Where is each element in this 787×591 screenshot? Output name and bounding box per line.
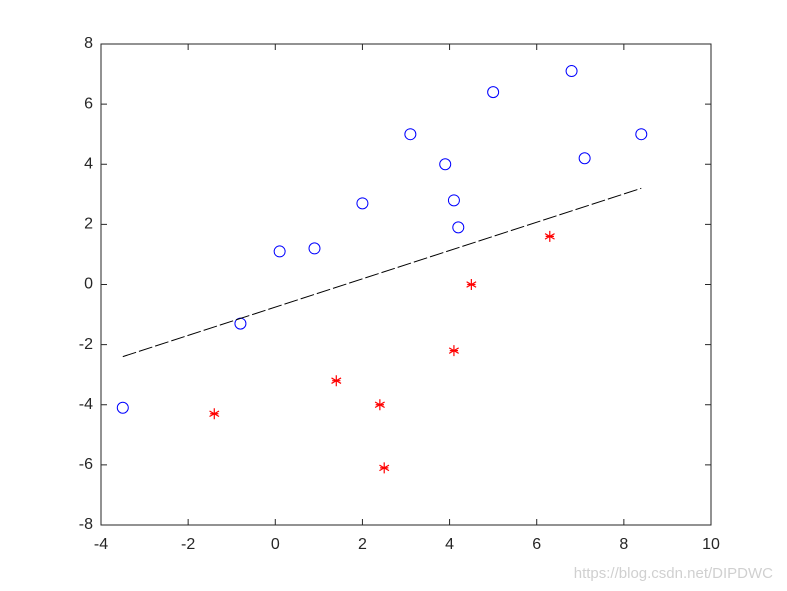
- circle-marker: [447, 194, 460, 207]
- x-tick-label: 6: [532, 536, 541, 553]
- circle-marker: [404, 128, 417, 141]
- y-tick-label: -6: [79, 456, 93, 473]
- x-tick-label: 4: [445, 536, 454, 553]
- circle-marker: [356, 197, 369, 210]
- plot-box: [100, 43, 712, 526]
- star-marker: [544, 230, 555, 242]
- y-tick-label: 2: [84, 216, 93, 233]
- y-tick-label: -4: [79, 396, 93, 413]
- x-tick-label: 10: [702, 536, 720, 553]
- circle-marker: [308, 242, 321, 255]
- y-tick-label: 6: [84, 95, 93, 112]
- y-tick-label: -2: [79, 336, 93, 353]
- y-tick-label: -8: [79, 516, 93, 533]
- circle-marker: [487, 86, 500, 99]
- circle-marker: [565, 65, 578, 78]
- circle-marker: [635, 128, 648, 141]
- circle-marker: [116, 401, 129, 414]
- y-tick-label: 4: [84, 155, 93, 172]
- star-marker: [331, 375, 342, 387]
- x-tick-label: -2: [181, 536, 195, 553]
- circle-marker: [273, 245, 286, 258]
- star-marker: [448, 345, 459, 357]
- star-marker: [466, 279, 477, 290]
- circle-marker: [578, 152, 591, 165]
- star-marker: [374, 399, 385, 411]
- x-tick-label: 0: [271, 536, 280, 553]
- circle-marker: [439, 158, 452, 171]
- star-marker: [379, 462, 390, 474]
- x-tick-label: 2: [358, 536, 367, 553]
- circle-marker: [452, 221, 465, 234]
- y-tick-label: 8: [84, 35, 93, 52]
- watermark: https://blog.csdn.net/DIPDWC: [574, 565, 773, 582]
- x-tick-label: 8: [619, 536, 628, 553]
- boundary-line: [122, 187, 642, 358]
- x-tick-label: -4: [94, 536, 108, 553]
- y-tick-label: 0: [84, 276, 93, 293]
- star-marker: [209, 408, 220, 420]
